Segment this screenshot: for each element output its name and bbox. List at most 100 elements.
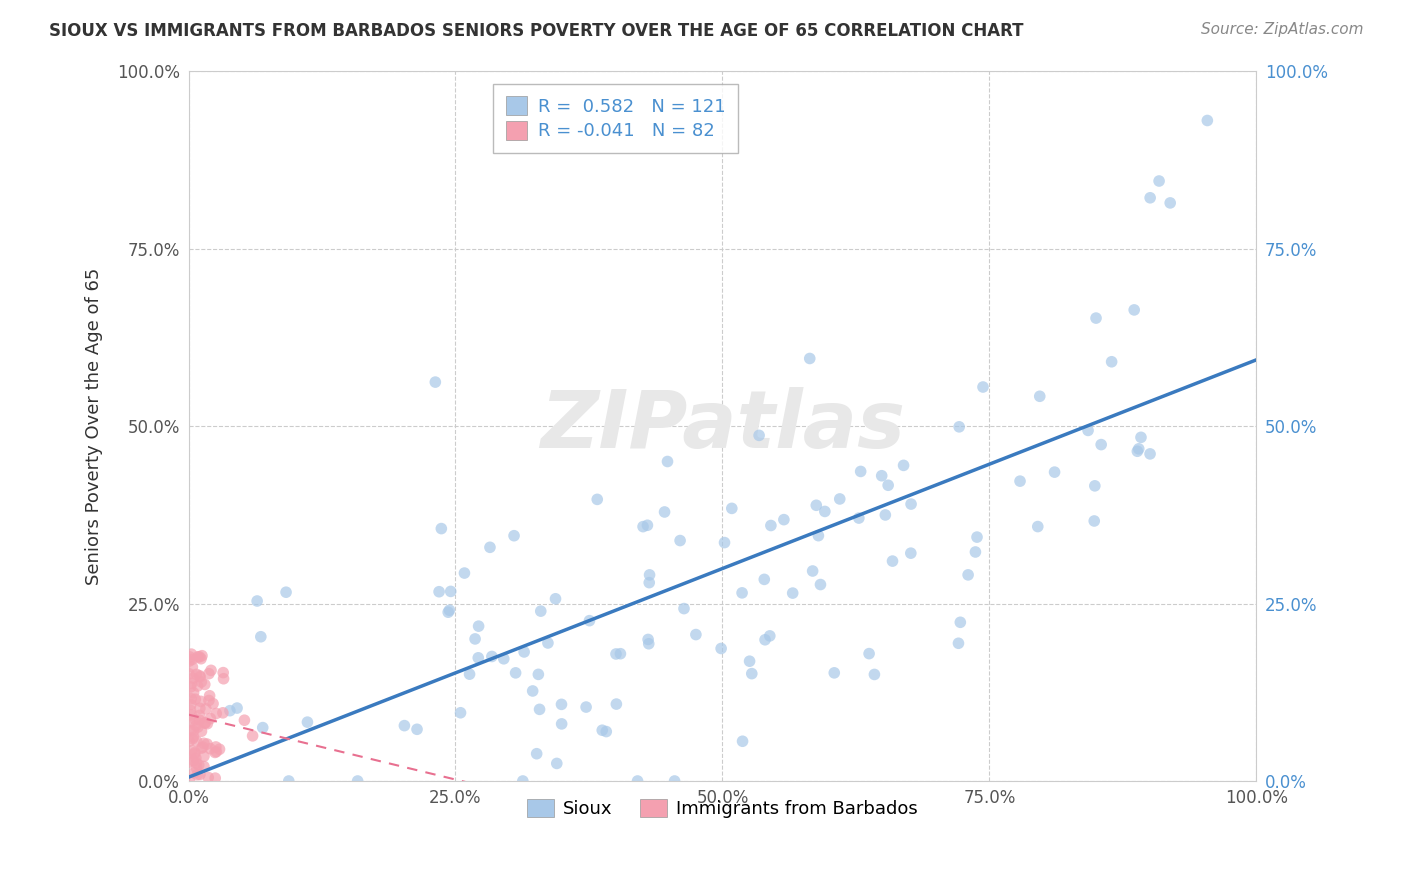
Immigrants from Barbados	[177, 756, 200, 770]
Immigrants from Barbados	[188, 767, 211, 781]
Immigrants from Barbados	[180, 680, 202, 694]
Sioux	[605, 697, 627, 711]
Immigrants from Barbados	[184, 713, 207, 727]
Sioux	[1083, 514, 1105, 528]
Sioux	[637, 632, 659, 647]
Sioux	[522, 684, 544, 698]
Immigrants from Barbados	[186, 768, 208, 782]
Sioux	[530, 604, 553, 618]
Immigrants from Barbados	[205, 745, 228, 759]
Sioux	[1008, 474, 1031, 488]
Legend: Sioux, Immigrants from Barbados: Sioux, Immigrants from Barbados	[520, 791, 925, 825]
Sioux	[252, 721, 274, 735]
Immigrants from Barbados	[190, 694, 212, 708]
Immigrants from Barbados	[186, 667, 208, 681]
Sioux	[685, 627, 707, 641]
Sioux	[849, 465, 872, 479]
Immigrants from Barbados	[183, 765, 205, 780]
Immigrants from Barbados	[183, 754, 205, 768]
Sioux	[814, 504, 837, 518]
Sioux	[631, 519, 654, 533]
Sioux	[526, 747, 548, 761]
Sioux	[1026, 519, 1049, 533]
Sioux	[425, 375, 447, 389]
Immigrants from Barbados	[194, 715, 217, 730]
Sioux	[527, 667, 550, 681]
Sioux	[575, 700, 598, 714]
Sioux	[863, 667, 886, 681]
Sioux	[759, 518, 782, 533]
Sioux	[406, 723, 429, 737]
Sioux	[877, 478, 900, 492]
Immigrants from Barbados	[181, 660, 204, 674]
Sioux	[478, 541, 501, 555]
Immigrants from Barbados	[205, 739, 228, 754]
Sioux	[458, 667, 481, 681]
Immigrants from Barbados	[190, 651, 212, 665]
Sioux	[900, 546, 922, 560]
Immigrants from Barbados	[188, 649, 211, 664]
Immigrants from Barbados	[186, 756, 208, 771]
Sioux	[638, 567, 661, 582]
Sioux	[503, 529, 526, 543]
Immigrants from Barbados	[183, 730, 205, 744]
Sioux	[810, 577, 832, 591]
Sioux	[586, 492, 609, 507]
Sioux	[773, 513, 796, 527]
Text: Source: ZipAtlas.com: Source: ZipAtlas.com	[1201, 22, 1364, 37]
Sioux	[823, 665, 845, 680]
Immigrants from Barbados	[212, 665, 235, 680]
Sioux	[636, 518, 658, 533]
Immigrants from Barbados	[193, 736, 215, 750]
Sioux	[467, 619, 489, 633]
Immigrants from Barbados	[180, 723, 202, 738]
Sioux	[1029, 389, 1052, 403]
Immigrants from Barbados	[198, 666, 221, 681]
Sioux	[948, 420, 970, 434]
Immigrants from Barbados	[179, 714, 201, 729]
Immigrants from Barbados	[212, 672, 235, 686]
Sioux	[1188, 50, 1211, 64]
Sioux	[741, 666, 763, 681]
Immigrants from Barbados	[184, 746, 207, 760]
Immigrants from Barbados	[198, 693, 221, 707]
Immigrants from Barbados	[202, 697, 225, 711]
Sioux	[782, 586, 804, 600]
Sioux	[427, 584, 450, 599]
Immigrants from Barbados	[188, 670, 211, 684]
Immigrants from Barbados	[181, 652, 204, 666]
Sioux	[450, 706, 472, 720]
Immigrants from Barbados	[183, 724, 205, 739]
Immigrants from Barbados	[204, 746, 226, 760]
Sioux	[1077, 424, 1099, 438]
Sioux	[219, 704, 242, 718]
Sioux	[900, 497, 922, 511]
Sioux	[544, 591, 567, 606]
Sioux	[1159, 195, 1181, 210]
Sioux	[626, 774, 648, 789]
Y-axis label: Seniors Poverty Over the Age of 65: Seniors Poverty Over the Age of 65	[86, 268, 103, 585]
Sioux	[965, 545, 987, 559]
Sioux	[394, 718, 416, 732]
Sioux	[1130, 430, 1153, 444]
Immigrants from Barbados	[186, 761, 208, 775]
Sioux	[609, 647, 631, 661]
Immigrants from Barbados	[179, 649, 201, 664]
Immigrants from Barbados	[180, 744, 202, 758]
Sioux	[875, 508, 897, 522]
Immigrants from Barbados	[194, 702, 217, 716]
Sioux	[277, 774, 299, 789]
Immigrants from Barbados	[187, 679, 209, 693]
Immigrants from Barbados	[183, 686, 205, 700]
Immigrants from Barbados	[187, 649, 209, 664]
Sioux	[591, 723, 613, 738]
Text: SIOUX VS IMMIGRANTS FROM BARBADOS SENIORS POVERTY OVER THE AGE OF 65 CORRELATION: SIOUX VS IMMIGRANTS FROM BARBADOS SENIOR…	[49, 22, 1024, 40]
Immigrants from Barbados	[184, 751, 207, 765]
Sioux	[605, 647, 627, 661]
Immigrants from Barbados	[179, 703, 201, 717]
Immigrants from Barbados	[190, 741, 212, 756]
Sioux	[1139, 191, 1161, 205]
Sioux	[731, 586, 754, 600]
Immigrants from Barbados	[200, 664, 222, 678]
Sioux	[949, 615, 972, 630]
